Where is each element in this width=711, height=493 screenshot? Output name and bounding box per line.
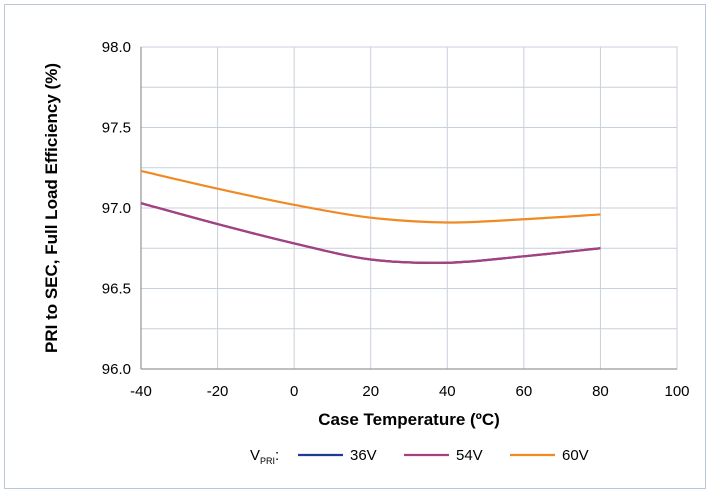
x-tick-label: 40: [439, 383, 456, 400]
x-tick-label: 20: [362, 383, 379, 400]
x-tick-label: 100: [664, 383, 689, 400]
grid-lines: [140, 46, 678, 370]
x-tick-label: 0: [290, 383, 298, 400]
chart-frame: -40 -20 0 20 40 60 80 100 96.0 96.5 97.0 97.5 98.0 …: [4, 4, 706, 489]
x-tick-label: -20: [207, 383, 229, 400]
x-tick-label: -40: [130, 383, 152, 400]
y-tick-labels: 96.0 96.5 97.0 97.5 98.0: [102, 39, 131, 378]
legend-label-36v: 36V: [350, 447, 377, 464]
efficiency-chart: -40 -20 0 20 40 60 80 100 96.096.597.097.598.0 …: [42, 39, 690, 466]
series-line-60v: [140, 169, 601, 224]
y-tick-label: 96.0: [102, 361, 131, 378]
plot-area: [140, 46, 678, 370]
y-tick-label: 98.0: [102, 39, 131, 56]
series-line-54v: [140, 202, 601, 265]
y-tick-label: 96.5: [102, 281, 131, 298]
x-tick-label: 80: [592, 383, 609, 400]
legend-label-54v: 54V: [456, 447, 483, 464]
x-tick-labels: -40 -20 0 20 40 60 80 100: [130, 383, 689, 400]
x-tick-label: 60: [516, 383, 533, 400]
y-tick-label: 97.0: [102, 200, 131, 217]
series-layer: [140, 169, 601, 265]
y-tick-label: 97.5: [102, 120, 131, 137]
legend-label-60v: 60V: [562, 447, 589, 464]
x-axis-title: Case Temperature (ºC): [318, 410, 500, 429]
y-axis-title: PRI to SEC, Full Load Efficiency (%): [42, 63, 61, 353]
legend-prefix: VPRI:: [250, 447, 279, 466]
legend: VPRI: 36V 54V 60V: [250, 447, 589, 466]
